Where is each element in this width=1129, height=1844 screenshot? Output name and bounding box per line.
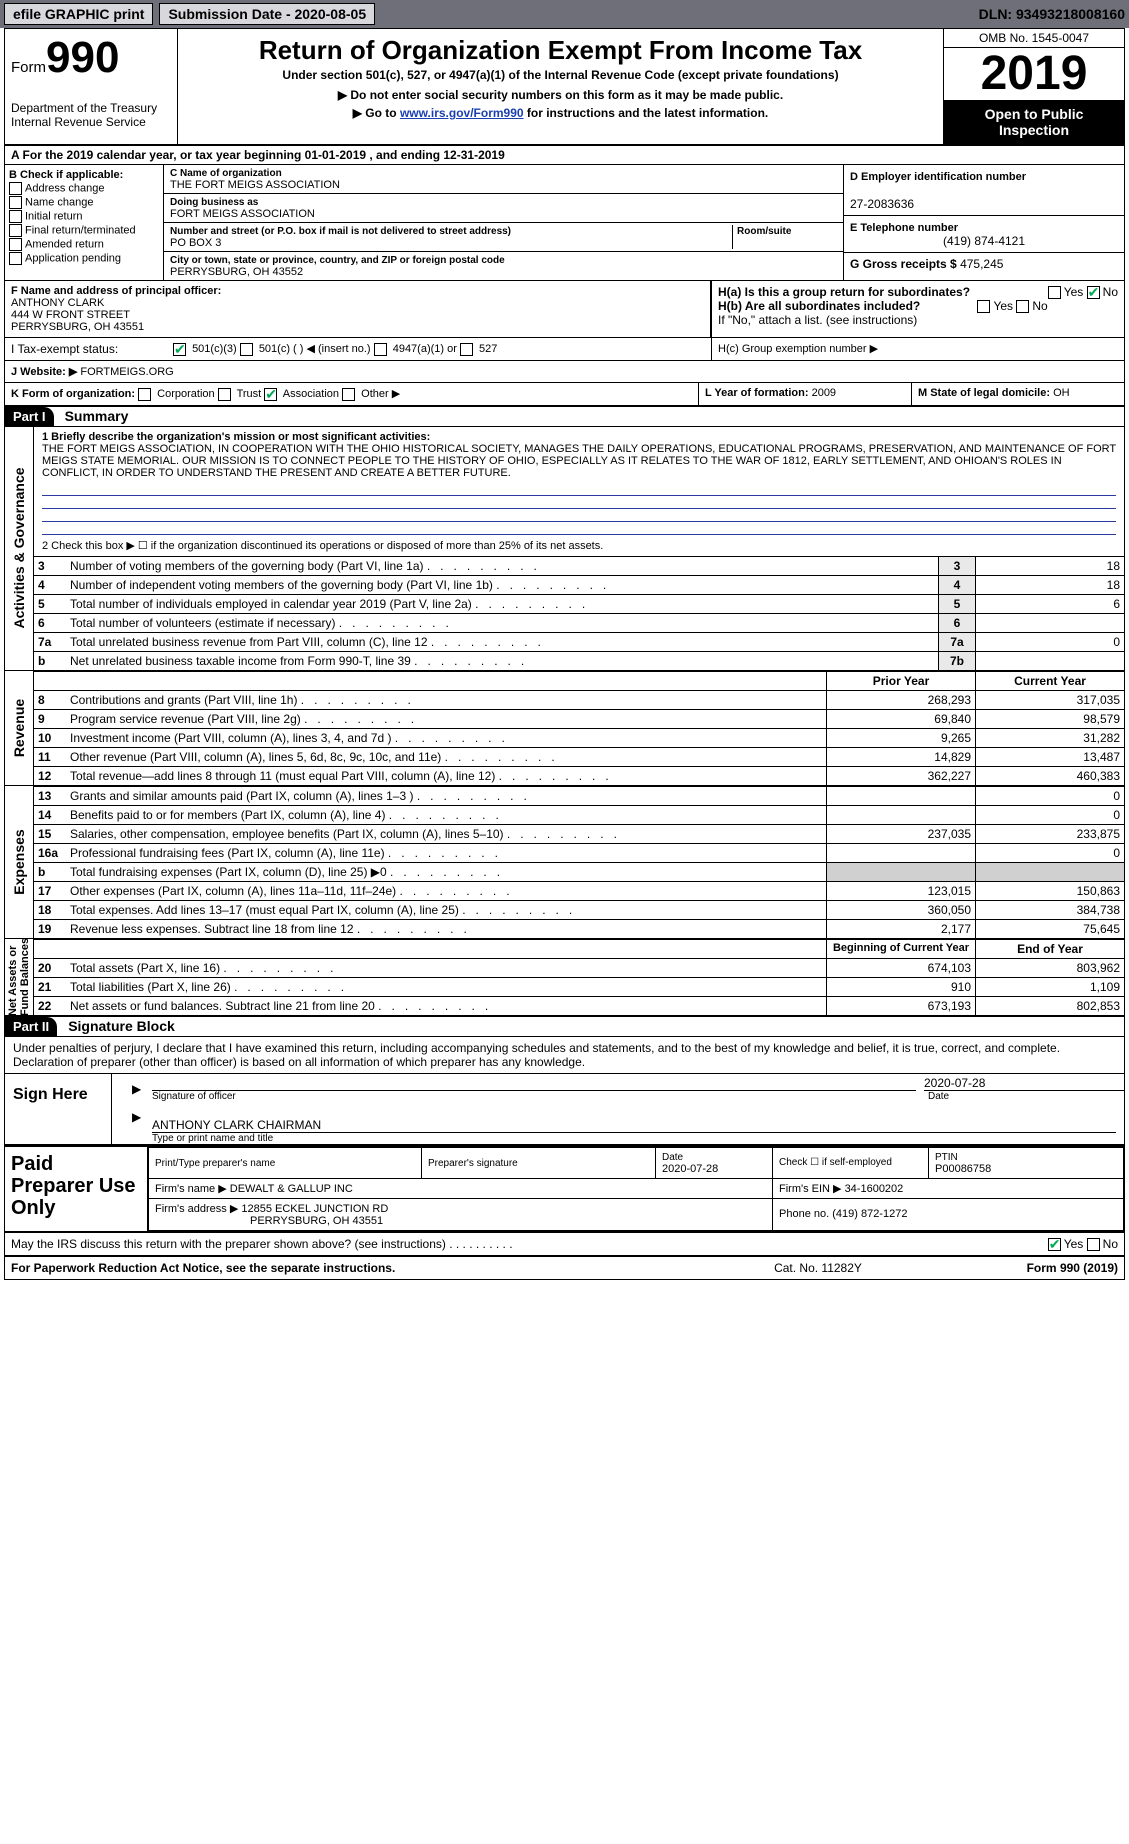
form-footer: Form 990 (2019) (918, 1261, 1118, 1275)
note-no-ssn: Do not enter social security numbers on … (186, 88, 935, 102)
irs-link[interactable]: www.irs.gov/Form990 (400, 106, 524, 120)
mission-text: THE FORT MEIGS ASSOCIATION, IN COOPERATI… (42, 443, 1116, 479)
revenue-table: Prior YearCurrent Year8Contributions and… (34, 671, 1124, 785)
form-word: Form (11, 59, 46, 76)
gross-receipts: 475,245 (960, 257, 1003, 271)
dln-label: DLN: 93493218008160 (979, 6, 1125, 22)
top-bar: efile GRAPHIC print Submission Date - 20… (0, 0, 1129, 28)
paperwork-notice: For Paperwork Reduction Act Notice, see … (11, 1261, 718, 1275)
city-state-zip: PERRYSBURG, OH 43552 (170, 266, 303, 278)
website: FORTMEIGS.ORG (80, 366, 173, 378)
perjury-text: Under penalties of perjury, I declare th… (5, 1037, 1124, 1074)
efile-print-button[interactable]: efile GRAPHIC print (4, 3, 153, 25)
org-name: THE FORT MEIGS ASSOCIATION (170, 179, 340, 191)
submission-date: Submission Date - 2020-08-05 (159, 3, 375, 25)
dept-label: Department of the Treasury Internal Reve… (11, 101, 171, 129)
omb-number: OMB No. 1545-0047 (944, 29, 1124, 48)
dba-name: FORT MEIGS ASSOCIATION (170, 208, 315, 220)
telephone: (419) 874-4121 (850, 234, 1118, 248)
net-assets-table: Beginning of Current YearEnd of Year20To… (34, 939, 1124, 1015)
governance-table: 3Number of voting members of the governi… (34, 556, 1124, 670)
open-to-public: Open to Public Inspection (944, 100, 1124, 144)
ein-value: 27-2083636 (850, 197, 914, 211)
expenses-table: 13Grants and similar amounts paid (Part … (34, 786, 1124, 938)
form-title: Return of Organization Exempt From Incom… (186, 35, 935, 66)
street-address: PO BOX 3 (170, 237, 221, 249)
form-number: 990 (46, 33, 119, 82)
part-2-header: Part II (5, 1017, 57, 1036)
part-1-header: Part I (5, 407, 54, 426)
form-subtitle: Under section 501(c), 527, or 4947(a)(1)… (186, 68, 935, 82)
cat-no: Cat. No. 11282Y (718, 1261, 918, 1275)
tax-year: 2019 (944, 48, 1124, 100)
section-b-checkboxes: B Check if applicable: Address change Na… (5, 165, 164, 280)
note-goto: Go to www.irs.gov/Form990 for instructio… (186, 106, 935, 120)
row-a-calendar-year: A For the 2019 calendar year, or tax yea… (5, 146, 1124, 165)
form-header: Form990 Department of the Treasury Inter… (5, 29, 1124, 146)
